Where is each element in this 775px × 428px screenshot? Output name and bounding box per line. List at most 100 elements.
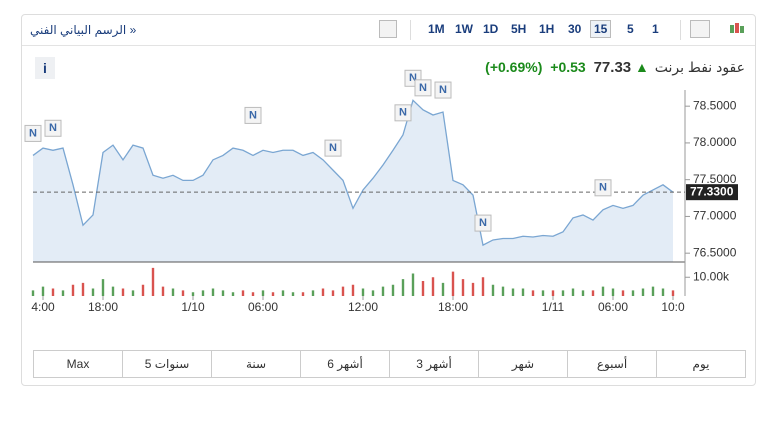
news-marker xyxy=(324,139,342,157)
range-tab[interactable]: 3 أشهر xyxy=(390,351,479,377)
volume-bar xyxy=(51,288,55,296)
volume-bar xyxy=(311,290,315,296)
volume-bar xyxy=(531,290,535,296)
volume-bar xyxy=(111,286,115,296)
volume-bar xyxy=(641,288,645,296)
y-tick-label: 77.5000 xyxy=(693,172,737,186)
volume-bar xyxy=(551,290,555,296)
volume-bar xyxy=(171,288,175,296)
interval-button[interactable]: 30 xyxy=(568,22,582,36)
volume-bar xyxy=(601,286,605,296)
interval-button[interactable]: 1M xyxy=(428,22,445,36)
news-marker xyxy=(474,214,492,232)
chart-title-link[interactable]: الرسم البياني الفني » xyxy=(30,23,137,37)
x-tick-label: 18:00 xyxy=(438,300,468,314)
range-tab[interactable]: سنة xyxy=(212,351,301,377)
last-price-label: 77.3300 xyxy=(690,184,734,198)
range-tab[interactable]: شهر xyxy=(479,351,568,377)
x-tick-label: 06:00 xyxy=(248,300,278,314)
volume-bar xyxy=(561,290,565,296)
volume-bar xyxy=(321,288,325,296)
range-tabs: Max 5 سنوات سنة 6 أشهر 3 أشهر شهر أسبوع يوم xyxy=(33,350,746,378)
volume-bar xyxy=(161,286,165,296)
area-chart-icon[interactable] xyxy=(690,20,710,38)
range-tab[interactable]: أسبوع xyxy=(568,351,657,377)
volume-bar xyxy=(291,292,295,296)
volume-bar xyxy=(81,282,85,296)
volume-bar xyxy=(151,267,155,296)
interval-button[interactable]: 1 xyxy=(652,22,659,36)
change-pct: (+0.69%) xyxy=(485,59,543,75)
news-marker-label: N xyxy=(409,72,417,84)
interval-button[interactable]: 5H xyxy=(511,22,527,36)
volume-bar xyxy=(421,281,425,296)
volume-bar xyxy=(201,290,205,296)
volume-bar xyxy=(581,290,585,296)
x-tick-label: 1/11 xyxy=(542,300,565,314)
news-marker-label: N xyxy=(599,182,607,194)
interval-button[interactable]: 1H xyxy=(539,22,555,36)
volume-bar xyxy=(411,273,415,296)
x-tick-label: 18:00 xyxy=(88,300,118,314)
volume-bar xyxy=(301,292,305,296)
up-arrow: ▲ xyxy=(635,59,649,75)
volume-bar xyxy=(221,290,225,296)
volume-bar xyxy=(501,286,505,296)
volume-bar xyxy=(281,290,285,296)
volume-bar xyxy=(671,290,675,296)
range-tab[interactable]: 6 أشهر xyxy=(301,351,390,377)
volume-bar xyxy=(631,290,635,296)
candle-icon[interactable] xyxy=(728,20,746,38)
y-tick-label: 78.5000 xyxy=(693,98,737,112)
volume-bar xyxy=(491,284,495,296)
y-tick-label: 76.5000 xyxy=(693,245,737,259)
interval-button[interactable]: 15 xyxy=(590,20,612,38)
volume-bar xyxy=(651,286,655,296)
interval-button[interactable]: 5 xyxy=(627,22,634,36)
news-marker xyxy=(24,124,42,142)
range-tab[interactable]: يوم xyxy=(692,357,710,371)
x-tick-label: 06:00 xyxy=(598,300,628,314)
volume-bar xyxy=(391,284,395,296)
volume-bar xyxy=(271,292,275,296)
volume-bar xyxy=(481,277,485,296)
table-icon[interactable] xyxy=(379,20,397,38)
x-tick-label: 10:0 xyxy=(661,300,685,314)
volume-bar xyxy=(101,279,105,296)
interval-button[interactable]: 1D xyxy=(483,22,499,36)
volume-bar xyxy=(621,290,625,296)
news-marker-label: N xyxy=(439,84,447,96)
volume-bar xyxy=(91,288,95,296)
range-tab[interactable]: Max xyxy=(34,351,123,377)
news-marker xyxy=(594,179,612,197)
info-button[interactable]: i xyxy=(35,57,55,79)
volume-bar xyxy=(441,282,445,296)
volume-bar xyxy=(401,279,405,296)
interval-button[interactable]: 1W xyxy=(455,22,473,36)
volume-bar xyxy=(351,284,355,296)
volume-bar xyxy=(431,277,435,296)
y-tick-label: 77.0000 xyxy=(693,209,737,223)
instrument-name: عقود نفط برنت xyxy=(654,59,745,75)
y-tick-label: 10.00k xyxy=(693,269,730,283)
news-marker xyxy=(44,119,62,137)
volume-bar xyxy=(541,290,545,296)
volume-bar xyxy=(371,290,375,296)
volume-bar xyxy=(381,286,385,296)
price: 77.33 xyxy=(593,59,632,76)
x-tick-label: 1/10 xyxy=(181,300,205,314)
volume-bar xyxy=(141,284,145,296)
volume-bar xyxy=(251,292,255,296)
volume-bar xyxy=(31,290,35,296)
volume-bar xyxy=(571,288,575,296)
volume-bar xyxy=(181,290,185,296)
volume-bar xyxy=(261,290,265,296)
news-marker-label: N xyxy=(329,142,337,154)
news-marker-label: N xyxy=(249,109,257,121)
volume-bar xyxy=(211,288,215,296)
volume-bar xyxy=(521,288,525,296)
x-tick-label: 4:00 xyxy=(31,300,55,314)
range-tab[interactable]: 5 سنوات xyxy=(123,351,212,377)
